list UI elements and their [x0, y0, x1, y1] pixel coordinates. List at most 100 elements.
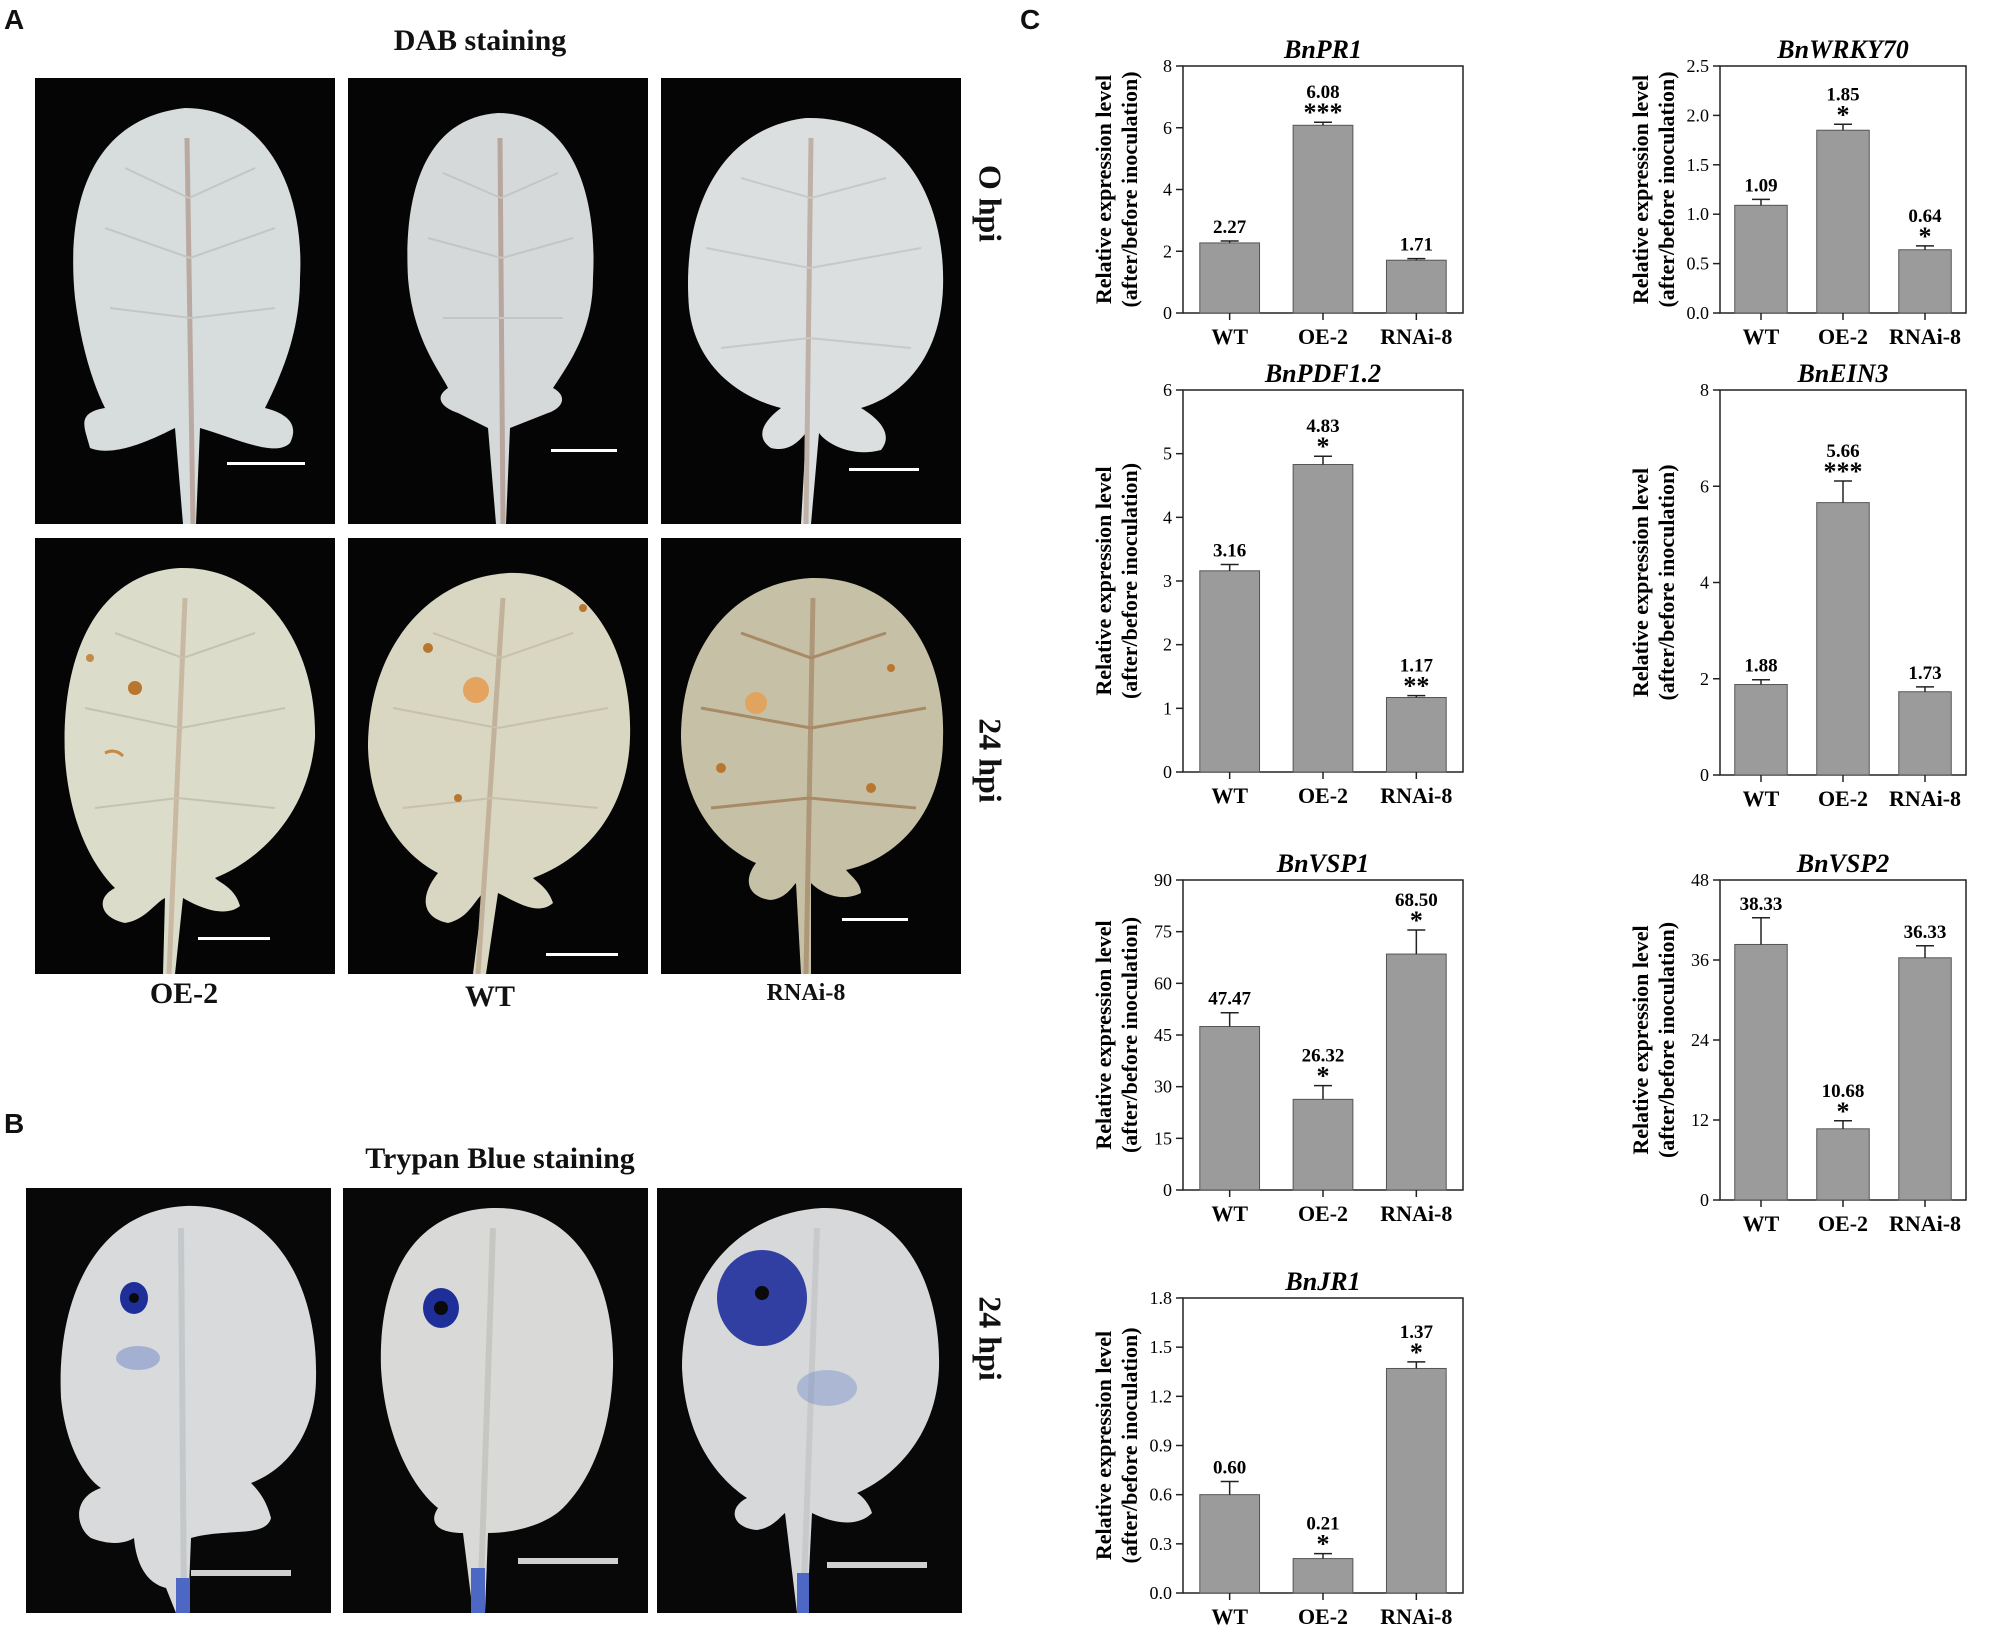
significance-mark: *: [1837, 100, 1850, 129]
bar: [1199, 570, 1261, 773]
category-label: OE-2: [1298, 324, 1348, 349]
bar: [1385, 259, 1447, 314]
chart-title: BnVSP1: [1276, 849, 1370, 878]
y-axis-label: Relative expression level (after/before i…: [1628, 464, 1679, 700]
value-label: 0.64: [1908, 206, 1942, 227]
y-tick-label: 0: [1700, 765, 1709, 785]
y-tick-label: 2: [1163, 635, 1172, 655]
chart-svg: BnVSP2 0 12 24 36 48 Relative expression level…: [1628, 849, 1967, 1236]
bar: [1734, 684, 1788, 776]
y-tick-label: 6: [1163, 380, 1172, 400]
scale-bar: [827, 1562, 927, 1568]
y-tick-label: 0.0: [1687, 303, 1710, 323]
y-tick-label: 0.0: [1150, 1583, 1173, 1603]
y-tick-label: 2.5: [1687, 56, 1710, 76]
y-axis-label-line: Relative expression level: [1091, 466, 1116, 695]
significance-mark: ***: [1304, 98, 1343, 127]
photo-dab-oe2-24hpi: [35, 538, 335, 974]
y-tick-label: 15: [1154, 1128, 1172, 1148]
value-label: 3.16: [1213, 540, 1246, 561]
category-label: OE-2: [1298, 783, 1348, 808]
significance-mark: **: [1403, 672, 1429, 701]
chart-title: BnEIN3: [1796, 359, 1888, 388]
y-axis-label-line: Relative expression level: [1628, 468, 1653, 697]
chart-svg: BnEIN3 0 2 4 6 8 Relative expression level (aft…: [1628, 359, 1967, 811]
value-label: 1.85: [1826, 84, 1859, 105]
timepoint-label-trypan-24hpi: 24 hpi: [972, 1296, 1009, 1381]
value-label: 1.09: [1744, 175, 1777, 196]
y-axis-label: Relative expression level (after/before i…: [1628, 71, 1679, 307]
bar: [1734, 204, 1788, 314]
timepoint-label-0hpi: O hpi: [972, 164, 1009, 243]
value-label: 38.33: [1740, 894, 1783, 915]
significance-mark: *: [1837, 1097, 1850, 1126]
category-label: RNAi-8: [1380, 783, 1452, 808]
y-tick-label: 0.6: [1150, 1485, 1173, 1505]
significance-mark: *: [1317, 1530, 1330, 1559]
value-label: 0.21: [1306, 1514, 1339, 1535]
category-label: WT: [1743, 1211, 1780, 1236]
significance-mark: *: [1317, 1062, 1330, 1091]
category-label: WT: [1211, 1201, 1248, 1226]
y-tick-label: 2: [1700, 669, 1709, 689]
y-tick-label: 60: [1154, 973, 1172, 993]
significance-mark: *: [1410, 906, 1423, 935]
scale-bar: [518, 1558, 618, 1564]
scale-bar: [198, 937, 270, 940]
y-axis-label: Relative expression level (after/before i…: [1091, 463, 1142, 699]
scale-bar: [546, 953, 618, 956]
value-label: 1.17: [1400, 656, 1434, 677]
y-axis-label-line: (after/before inoculation): [1117, 917, 1142, 1153]
category-label: OE-2: [1298, 1201, 1348, 1226]
significance-mark: *: [1317, 432, 1330, 461]
value-label: 0.60: [1213, 1458, 1246, 1479]
chart-svg: BnPR1 0 2 4 6 8 Relative expression level (afte…: [1091, 35, 1464, 349]
chart-svg: BnWRKY70 0.0 0.5 1.0 1.5 2.0 2.5 Relative expre…: [1628, 35, 1967, 349]
category-label: RNAi-8: [1380, 1604, 1452, 1629]
y-tick-label: 1.8: [1150, 1288, 1173, 1308]
value-label: 1.37: [1400, 1322, 1434, 1343]
y-tick-label: 24: [1691, 1030, 1709, 1050]
y-tick-label: 75: [1154, 922, 1172, 942]
bar: [1816, 502, 1870, 776]
y-axis-label: Relative expression level (after/before i…: [1091, 917, 1142, 1153]
y-axis-label-line: (after/before inoculation): [1654, 71, 1679, 307]
y-tick-label: 12: [1691, 1110, 1709, 1130]
y-tick-label: 0.5: [1687, 254, 1710, 274]
category-label: RNAi-8: [1889, 1211, 1961, 1236]
y-axis-label: Relative expression level (after/before i…: [1091, 1327, 1142, 1563]
y-tick-label: 1: [1163, 698, 1172, 718]
y-axis-label-line: Relative expression level: [1091, 75, 1116, 304]
category-label: OE-2: [1818, 786, 1868, 811]
category-label: RNAi-8: [1380, 324, 1452, 349]
photo-dab-wt-0hpi: [348, 78, 648, 524]
bar: [1199, 1025, 1261, 1191]
bar: [1816, 129, 1870, 314]
y-tick-label: 8: [1163, 56, 1172, 76]
scale-bar: [551, 449, 617, 452]
bar: [1292, 1098, 1354, 1191]
category-label: WT: [1211, 783, 1248, 808]
chart-svg: BnPDF1.2 0 1 2 3 4 5 6 Relative expression level…: [1091, 359, 1464, 808]
y-tick-label: 5: [1163, 444, 1172, 464]
panel-a-title: DAB staining: [393, 24, 567, 57]
y-axis-label-line: (after/before inoculation): [1117, 1327, 1142, 1563]
y-axis-label-line: (after/before inoculation): [1117, 463, 1142, 699]
timepoint-label-24hpi: 24 hpi: [972, 718, 1009, 803]
significance-mark: *: [1410, 1338, 1423, 1367]
chart-title: BnWRKY70: [1776, 35, 1909, 64]
genotype-label-wt: WT: [464, 980, 515, 1013]
scale-bar: [227, 462, 305, 465]
chart-bnwrky70: BnWRKY70 0.0 0.5 1.0 1.5 2.0 2.5 Relative expre…: [1570, 30, 1990, 370]
scale-bar: [842, 918, 908, 921]
value-label: 5.66: [1826, 441, 1859, 462]
y-tick-label: 0.9: [1150, 1436, 1173, 1456]
y-axis-label-line: Relative expression level: [1628, 75, 1653, 304]
bar: [1385, 697, 1447, 773]
y-tick-label: 1.5: [1687, 155, 1710, 175]
y-tick-label: 1.0: [1687, 204, 1710, 224]
bar: [1898, 691, 1952, 776]
y-tick-label: 1.5: [1150, 1337, 1173, 1357]
bar: [1385, 953, 1447, 1191]
bar: [1385, 1367, 1447, 1594]
